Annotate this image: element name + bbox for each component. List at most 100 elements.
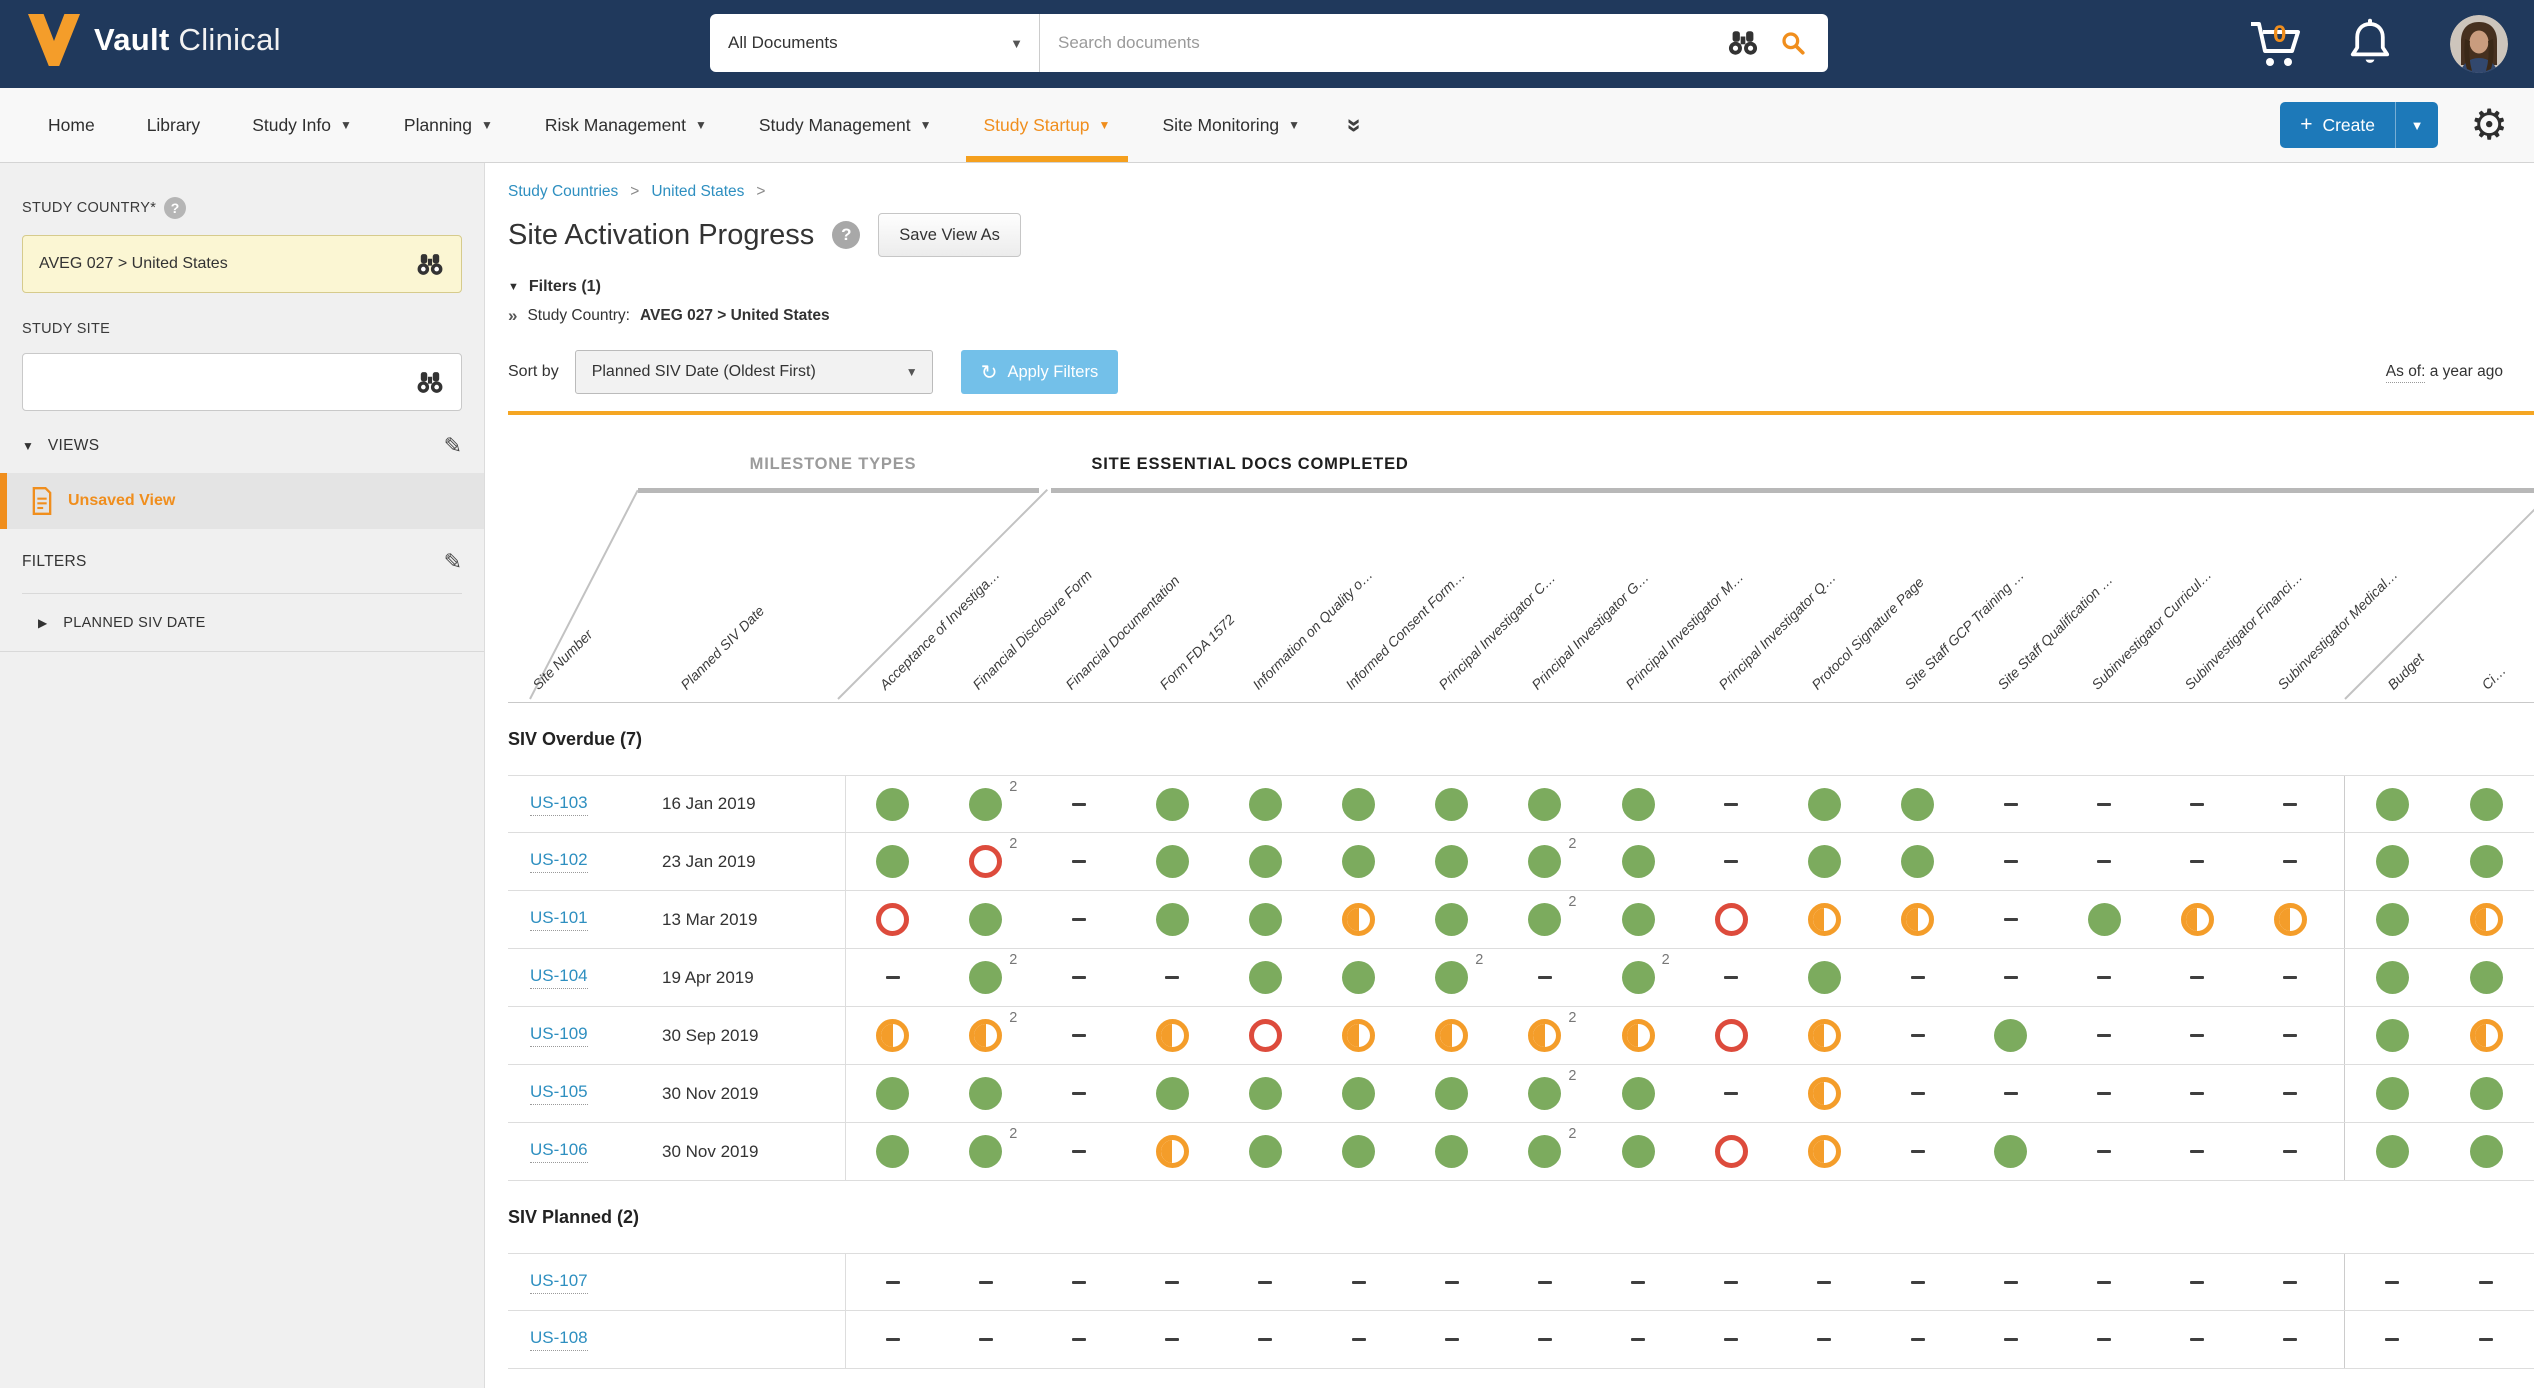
- status-cell: [2244, 891, 2337, 948]
- create-button[interactable]: + Create: [2280, 102, 2396, 148]
- status-na-dash: [1165, 1280, 1180, 1284]
- status-complete-icon: [2375, 1135, 2409, 1168]
- save-view-as-button[interactable]: Save View As: [878, 213, 1021, 257]
- nav-item-home[interactable]: Home: [22, 88, 121, 162]
- site-link[interactable]: US-101: [530, 908, 588, 931]
- edit-filters-pencil-icon[interactable]: ✎: [443, 549, 462, 574]
- status-cell: [1685, 949, 1778, 1006]
- site-link[interactable]: US-102: [530, 850, 588, 873]
- create-split-button[interactable]: + Create ▼: [2280, 102, 2438, 148]
- status-cell: [1126, 833, 1219, 890]
- status-complete-icon: [969, 787, 1003, 821]
- view-item-label: Unsaved View: [68, 492, 176, 509]
- status-cell: [2439, 1007, 2533, 1064]
- active-filter-row: » Study Country: AVEG 027 > United State…: [508, 303, 2534, 329]
- status-cell: [2151, 1311, 2244, 1368]
- search-scope-dropdown[interactable]: All Documents ▼: [710, 14, 1040, 72]
- status-complete-icon: [1807, 845, 1841, 878]
- status-count-superscript: 2: [1475, 952, 1484, 968]
- search-input[interactable]: [1040, 14, 1726, 72]
- notifications-bell-icon[interactable]: [2344, 18, 2396, 70]
- status-cell: [1964, 1007, 2057, 1064]
- sort-dropdown[interactable]: Planned SIV Date (Oldest First) ▼: [574, 350, 933, 394]
- status-count-superscript: 2: [1009, 1126, 1018, 1142]
- create-label: Create: [2322, 114, 2375, 135]
- status-complete-icon: [2375, 787, 2409, 821]
- breadcrumb-separator: >: [630, 183, 640, 200]
- nav-item-risk-management[interactable]: Risk Management ▼: [519, 88, 733, 162]
- main-content: Study Countries > United States > Site A…: [485, 163, 2534, 1388]
- gear-icon[interactable]: ⚙: [2470, 101, 2508, 148]
- status-na-dash: [885, 976, 900, 979]
- status-complete-icon: [876, 845, 910, 878]
- status-cell: [1964, 1123, 2057, 1180]
- sort-by-label: Sort by: [508, 363, 559, 380]
- site-link[interactable]: US-106: [530, 1140, 588, 1163]
- status-cell: [2345, 1065, 2439, 1122]
- nav-item-library[interactable]: Library: [121, 88, 227, 162]
- create-dropdown-toggle[interactable]: ▼: [2396, 102, 2438, 148]
- status-complete-icon: [1528, 903, 1562, 936]
- filter-group-planned-siv-date[interactable]: ▶ PLANNED SIV DATE: [0, 594, 484, 652]
- apply-filters-button[interactable]: ↻ Apply Filters: [960, 350, 1119, 394]
- status-complete-icon: [1342, 845, 1376, 878]
- status-partial-icon: [1342, 1019, 1376, 1052]
- table-row-us-108: US-108: [508, 1311, 2534, 1369]
- breadcrumb-study-countries[interactable]: Study Countries: [508, 183, 619, 200]
- help-icon[interactable]: ?: [164, 197, 187, 219]
- nav-item-planning[interactable]: Planning ▼: [378, 88, 519, 162]
- site-link[interactable]: US-108: [530, 1328, 588, 1351]
- chevron-right-icon: ▶: [38, 615, 48, 630]
- binoculars-icon[interactable]: [415, 371, 445, 394]
- filters-toggle[interactable]: ▼ Filters (1): [508, 275, 2534, 299]
- status-na-dash: [1631, 1338, 1646, 1341]
- status-cell: [1964, 833, 2057, 890]
- status-cell: [1498, 776, 1591, 832]
- site-link[interactable]: US-103: [530, 793, 588, 816]
- status-cell: [1685, 891, 1778, 948]
- help-icon[interactable]: ?: [832, 221, 861, 249]
- user-avatar[interactable]: [2450, 15, 2508, 73]
- status-na-dash: [885, 1338, 900, 1341]
- status-complete-icon: [969, 961, 1003, 994]
- as-of-timestamp: As of: a year ago: [2385, 363, 2503, 383]
- site-link[interactable]: US-104: [530, 966, 588, 989]
- status-na-dash: [2479, 1280, 2493, 1284]
- status-na-dash: [1071, 918, 1086, 921]
- search-icon[interactable]: [1780, 30, 1806, 56]
- status-cell: [1964, 1065, 2057, 1122]
- nav-item-study-startup[interactable]: Study Startup ▼: [958, 88, 1137, 162]
- edit-views-pencil-icon[interactable]: ✎: [443, 433, 462, 458]
- status-cell: [1778, 1123, 1871, 1180]
- status-na-dash: [2097, 1150, 2112, 1153]
- status-cell: [2439, 1123, 2533, 1180]
- status-cell: [1685, 1007, 1778, 1064]
- site-link[interactable]: US-107: [530, 1271, 588, 1294]
- status-na-dash: [1444, 1338, 1459, 1341]
- nav-overflow-button[interactable]: »: [1326, 88, 1384, 162]
- breadcrumb-united-states[interactable]: United States: [651, 183, 745, 200]
- views-section-header[interactable]: ▼ VIEWS ✎: [22, 433, 462, 459]
- cart-icon[interactable]: 0: [2247, 18, 2309, 70]
- status-complete-icon: [1248, 1135, 1282, 1168]
- nav-item-study-info[interactable]: Study Info ▼: [226, 88, 378, 162]
- site-link[interactable]: US-109: [530, 1024, 588, 1047]
- status-complete-icon: [876, 1135, 910, 1168]
- advanced-search-binoculars-icon[interactable]: [1726, 30, 1760, 56]
- status-na-dash: [1910, 1280, 1925, 1284]
- nav-item-site-monitoring[interactable]: Site Monitoring ▼: [1136, 88, 1326, 162]
- study-site-field[interactable]: [22, 353, 462, 411]
- status-cell: [1126, 1007, 1219, 1064]
- vault-logo[interactable]: Vault Clinical: [28, 14, 281, 66]
- site-link[interactable]: US-105: [530, 1082, 588, 1105]
- binoculars-icon[interactable]: [415, 253, 445, 276]
- study-country-field[interactable]: AVEG 027 > United States: [22, 235, 462, 293]
- status-cell: [1405, 891, 1498, 948]
- status-cell: [1219, 1123, 1312, 1180]
- status-missing-icon: [969, 845, 1003, 878]
- status-cell: [2151, 1065, 2244, 1122]
- chevron-down-icon: ▼: [508, 281, 519, 293]
- view-item-unsaved-view[interactable]: Unsaved View: [0, 473, 484, 529]
- status-complete-icon: [1342, 1135, 1376, 1168]
- nav-item-study-management[interactable]: Study Management ▼: [733, 88, 958, 162]
